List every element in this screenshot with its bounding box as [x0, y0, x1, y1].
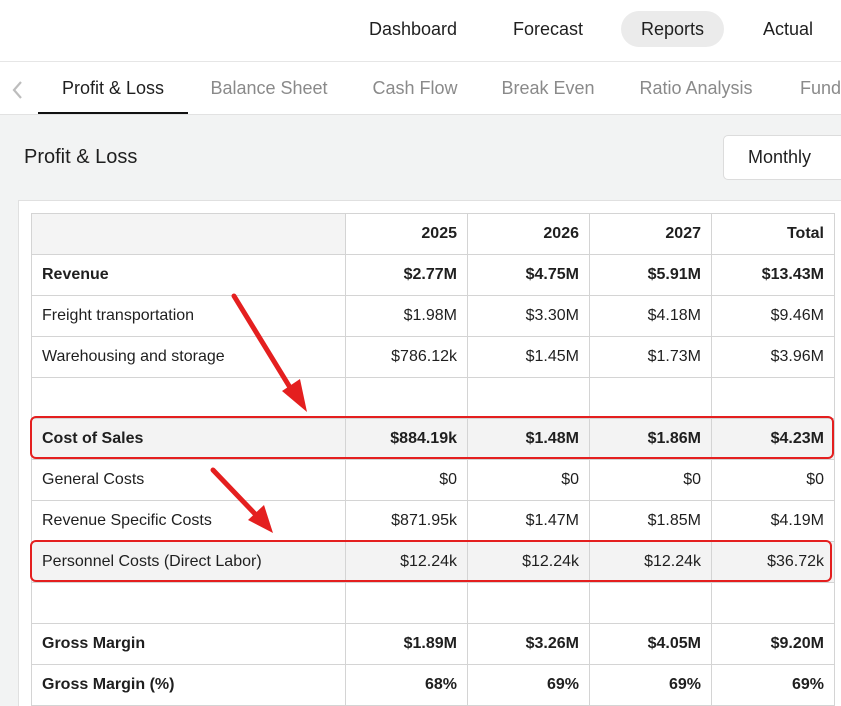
nav-reports[interactable]: Reports	[621, 11, 725, 47]
cell-total: 69%	[711, 664, 835, 706]
tab-profit-loss[interactable]: Profit & Loss	[38, 62, 188, 114]
tab-balance-sheet[interactable]: Balance Sheet	[210, 78, 328, 98]
table-row: General Costs $0 $0 $0 $0	[31, 459, 835, 501]
cell-2027	[589, 582, 712, 624]
cell-total: $9.20M	[711, 623, 835, 665]
cell-2027: $4.18M	[589, 295, 712, 337]
page-title: Profit & Loss	[24, 146, 138, 168]
row-label: Revenue Specific Costs	[31, 500, 346, 542]
tab-ratio-analysis[interactable]: Ratio Analysis	[639, 78, 753, 98]
row-label: Revenue	[31, 254, 346, 296]
cell-2027: $4.05M	[589, 623, 712, 665]
table-row: Gross Margin $1.89M $3.26M $4.05M $9.20M	[31, 623, 835, 665]
cell-2026	[467, 582, 590, 624]
cell-2027: 69%	[589, 664, 712, 706]
cell-2026: $3.26M	[467, 623, 590, 665]
row-label: General Costs	[31, 459, 346, 501]
cell-2025: $12.24k	[345, 541, 468, 583]
cell-2026	[467, 377, 590, 419]
nav-forecast[interactable]: Forecast	[513, 19, 584, 39]
cell-total	[711, 377, 835, 419]
row-label: Gross Margin (%)	[31, 664, 346, 706]
table-row-spacer	[31, 582, 835, 624]
row-label	[31, 582, 346, 624]
cell-2027: $1.85M	[589, 500, 712, 542]
cell-2025: $2.77M	[345, 254, 468, 296]
cell-2025: $786.12k	[345, 336, 468, 378]
cell-2027: $1.86M	[589, 418, 712, 460]
cell-2027: $1.73M	[589, 336, 712, 378]
table-row: Gross Margin (%) 68% 69% 69% 69%	[31, 664, 835, 706]
row-label: Personnel Costs (Direct Labor)	[31, 541, 346, 583]
cell-2026: $12.24k	[467, 541, 590, 583]
cell-2025: 68%	[345, 664, 468, 706]
tab-cash-flow[interactable]: Cash Flow	[372, 78, 458, 98]
period-select[interactable]: Monthly	[723, 135, 841, 180]
row-label: Gross Margin	[31, 623, 346, 665]
cell-total: $0	[711, 459, 835, 501]
row-label: Cost of Sales	[31, 418, 346, 460]
table-row: Freight transportation $1.98M $3.30M $4.…	[31, 295, 835, 337]
header-total: Total	[711, 213, 835, 255]
table-row: Revenue $2.77M $4.75M $5.91M $13.43M	[31, 254, 835, 296]
cell-2025: $0	[345, 459, 468, 501]
table-row-spacer	[31, 377, 835, 419]
tab-funding[interactable]: Fundi	[800, 78, 841, 98]
cell-2025	[345, 377, 468, 419]
cell-2027: $5.91M	[589, 254, 712, 296]
table-row: Warehousing and storage $786.12k $1.45M …	[31, 336, 835, 378]
chevron-left-icon[interactable]	[8, 78, 28, 102]
header-label-cell	[31, 213, 346, 255]
cell-2025	[345, 582, 468, 624]
cell-2025: $884.19k	[345, 418, 468, 460]
cell-total	[711, 582, 835, 624]
table-row: Revenue Specific Costs $871.95k $1.47M $…	[31, 500, 835, 542]
cell-2025: $1.89M	[345, 623, 468, 665]
header-2025: 2025	[345, 213, 468, 255]
profit-loss-table: 2025 2026 2027 Total Revenue $2.77M $4.7…	[31, 213, 835, 706]
cell-2026: $1.47M	[467, 500, 590, 542]
table-row-personnel-costs: Personnel Costs (Direct Labor) $12.24k $…	[31, 541, 835, 583]
cell-2026: $1.45M	[467, 336, 590, 378]
row-label: Warehousing and storage	[31, 336, 346, 378]
cell-2026: $4.75M	[467, 254, 590, 296]
cell-total: $4.23M	[711, 418, 835, 460]
cell-2025: $1.98M	[345, 295, 468, 337]
cell-2026: 69%	[467, 664, 590, 706]
row-label	[31, 377, 346, 419]
cell-2027: $0	[589, 459, 712, 501]
table-header-row: 2025 2026 2027 Total	[31, 213, 835, 255]
nav-actual[interactable]: Actual	[763, 19, 814, 39]
cell-total: $4.19M	[711, 500, 835, 542]
header-2027: 2027	[589, 213, 712, 255]
header-2026: 2026	[467, 213, 590, 255]
cell-2026: $1.48M	[467, 418, 590, 460]
cell-2027: $12.24k	[589, 541, 712, 583]
cell-total: $9.46M	[711, 295, 835, 337]
cell-total: $36.72k	[711, 541, 835, 583]
nav-dashboard[interactable]: Dashboard	[369, 19, 458, 39]
cell-2027	[589, 377, 712, 419]
cell-2026: $0	[467, 459, 590, 501]
top-navigation: Dashboard Forecast Reports Actual	[0, 0, 841, 62]
cell-total: $3.96M	[711, 336, 835, 378]
cell-2025: $871.95k	[345, 500, 468, 542]
table-row-cost-of-sales: Cost of Sales $884.19k $1.48M $1.86M $4.…	[31, 418, 835, 460]
report-tabs: Profit & Loss Balance Sheet Cash Flow Br…	[0, 62, 841, 115]
cell-total: $13.43M	[711, 254, 835, 296]
row-label: Freight transportation	[31, 295, 346, 337]
cell-2026: $3.30M	[467, 295, 590, 337]
tab-break-even[interactable]: Break Even	[501, 78, 595, 98]
